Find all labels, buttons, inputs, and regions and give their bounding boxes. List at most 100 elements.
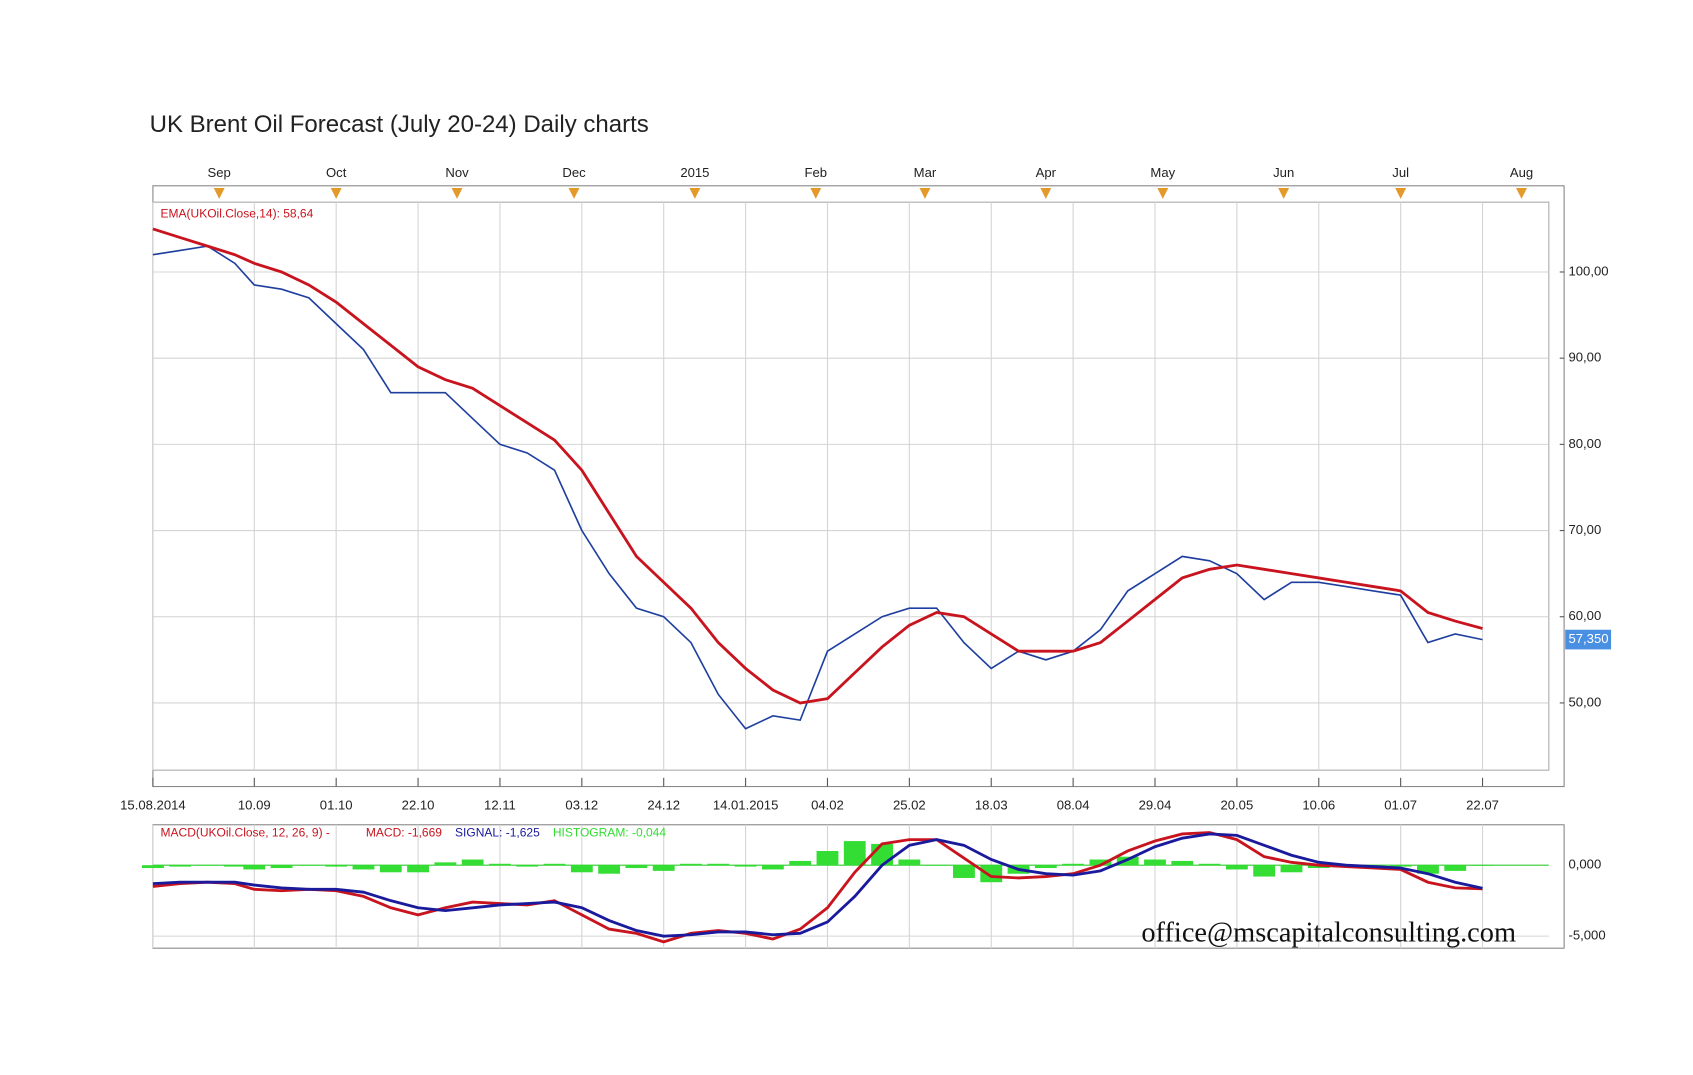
histogram-bar [816, 851, 839, 866]
histogram-bar [1198, 863, 1221, 866]
last-price-label: 57,350 [1568, 631, 1608, 646]
price-plot [152, 201, 1550, 771]
month-label: Dec [562, 165, 586, 180]
histogram-bar [1171, 860, 1194, 866]
x-tick-label: 14.01.2015 [713, 798, 779, 813]
month-label: Mar [914, 165, 937, 180]
histogram-bar [196, 865, 219, 866]
histogram-bar [1034, 865, 1057, 869]
histogram-bar [570, 865, 593, 873]
y-tick-label: -5,000 [1568, 928, 1605, 943]
x-tick-label: 22.07 [1466, 798, 1499, 813]
x-tick-label: 25.02 [893, 798, 926, 813]
annotation: office@mscapitalconsulting.com [1141, 918, 1516, 949]
y-tick-label: 100,00 [1568, 263, 1608, 278]
histogram-bar [761, 865, 784, 870]
x-tick-label: 10.06 [1302, 798, 1335, 813]
histogram-bar [1444, 865, 1467, 871]
histogram-bar [407, 865, 429, 873]
month-label: Feb [804, 165, 827, 180]
histogram-bar [1417, 865, 1439, 874]
x-tick-label: 08.04 [1057, 798, 1090, 813]
month-label: Jun [1273, 165, 1294, 180]
histogram-bar [325, 865, 348, 867]
y-tick-label: 50,00 [1568, 694, 1601, 709]
histogram-bar [925, 865, 948, 866]
legend-label: EMA(UKOil.Close,14): 58,64 [161, 206, 314, 220]
histogram-bar [953, 865, 975, 878]
price-line [152, 245, 1483, 730]
histogram-bar [652, 865, 675, 871]
month-marker [213, 187, 225, 199]
month-label: May [1150, 165, 1175, 180]
x-tick-label: 15.08.2014 [120, 798, 186, 813]
chart-title: UK Brent Oil Forecast (July 20-24) Daily… [150, 111, 649, 138]
histogram-bar [1144, 859, 1166, 866]
histogram-bar [1471, 865, 1494, 866]
histogram-bar [707, 863, 730, 866]
histogram-bar [1307, 865, 1330, 869]
x-tick-label: 10.09 [238, 798, 271, 813]
month-marker [330, 187, 342, 199]
month-label: Oct [326, 165, 347, 180]
x-tick-label: 01.07 [1384, 798, 1417, 813]
last-price-box [1565, 629, 1612, 650]
histogram-bar [625, 865, 648, 869]
x-tick-label: 03.12 [565, 798, 598, 813]
histogram-bar [141, 865, 164, 869]
x-tick-label: 20.05 [1220, 798, 1253, 813]
price-frame [152, 185, 1565, 788]
legend-label: SIGNAL: -1,625 [455, 826, 540, 840]
histogram-bar [843, 841, 866, 866]
histogram-bar [543, 863, 566, 866]
histogram-bar [1225, 865, 1248, 870]
histogram-bar [516, 865, 539, 867]
histogram-bar [1389, 865, 1412, 867]
histogram-bar [489, 863, 511, 866]
histogram-bar [680, 863, 702, 866]
month-marker [1040, 187, 1052, 199]
x-tick-label: 22.10 [402, 798, 435, 813]
ema-line [152, 227, 1483, 705]
month-label: Nov [445, 165, 469, 180]
histogram-bar [270, 865, 293, 869]
x-tick-label: 04.02 [811, 798, 844, 813]
month-marker [810, 187, 822, 199]
macd-line [152, 832, 1483, 938]
y-tick-label: 90,00 [1568, 350, 1601, 365]
histogram-bar [598, 865, 621, 874]
month-marker [1157, 187, 1169, 199]
y-tick-label: 0,000 [1568, 857, 1601, 872]
y-tick-label: 70,00 [1568, 522, 1601, 537]
histogram-bar [243, 865, 266, 870]
histogram-bar [789, 860, 812, 866]
legend-label: HISTOGRAM: -0,044 [553, 826, 666, 840]
month-marker [1516, 187, 1527, 199]
macd-line [152, 831, 1483, 944]
histogram-bar [169, 865, 192, 867]
month-label: 2015 [680, 165, 709, 180]
month-marker [919, 187, 931, 199]
histogram-bar [734, 865, 757, 867]
histogram-bar [1062, 863, 1085, 866]
panel-title: MACD(UKOil.Close, 12, 26, 9) - [161, 826, 330, 840]
histogram-bar [434, 862, 457, 866]
month-label: Apr [1036, 165, 1057, 180]
histogram-bar [1089, 859, 1112, 866]
x-tick-label: 01.10 [320, 798, 353, 813]
month-marker [689, 187, 701, 199]
y-tick-label: 60,00 [1568, 608, 1601, 623]
month-label: Aug [1510, 165, 1533, 180]
histogram-bar [871, 843, 893, 866]
x-tick-label: 18.03 [975, 798, 1008, 813]
y-tick-label: 80,00 [1568, 436, 1601, 451]
month-marker [568, 187, 580, 199]
histogram-bar [297, 865, 320, 866]
x-tick-label: 29.04 [1139, 798, 1172, 813]
histogram-bar [379, 865, 402, 873]
histogram-bar [461, 859, 484, 866]
histogram-bar [898, 859, 921, 866]
histogram-bar [980, 865, 1003, 883]
